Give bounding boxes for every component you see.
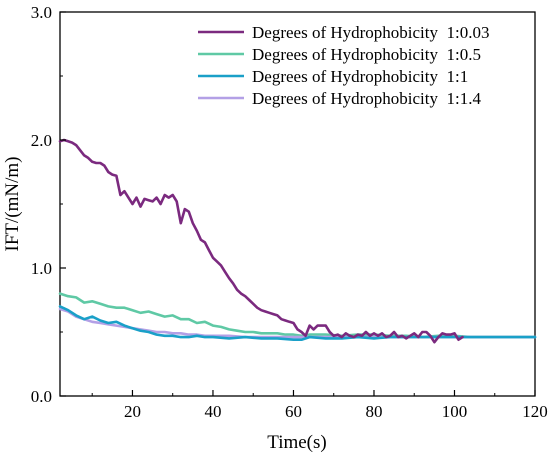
x-tick-label: 100 [442,402,468,421]
y-axis-title: IFT/(mN/m) [2,157,23,252]
series-line-4 [58,307,537,339]
series-line-1 [58,138,464,344]
legend-label-1: Degrees of Hydrophobicity 1:0.03 [252,23,489,42]
x-tick-label: 80 [365,402,382,421]
series-line-3 [58,305,537,342]
y-tick-label: 2.0 [31,131,52,150]
x-tick-label: 40 [204,402,221,421]
x-tick-label: 120 [522,402,548,421]
legend: Degrees of Hydrophobicity 1:0.03 Degrees … [198,23,489,108]
axis-layer: 20 40 60 80 100 120 0.0 1.0 2.0 3.0 [31,3,548,421]
legend-label-4: Degrees of Hydrophobicity 1:1.4 [252,89,481,108]
y-tick-label: 3.0 [31,3,52,22]
y-tick-label: 0.0 [31,387,52,406]
series-layer [58,138,537,344]
x-tick-label: 20 [124,402,141,421]
x-tick-label: 60 [285,402,302,421]
legend-label-2: Degrees of Hydrophobicity 1:0.5 [252,45,481,64]
x-axis-title: Time(s) [267,432,326,453]
legend-label-3: Degrees of Hydrophobicity 1:1 [252,67,468,86]
y-tick-label: 1.0 [31,259,52,278]
